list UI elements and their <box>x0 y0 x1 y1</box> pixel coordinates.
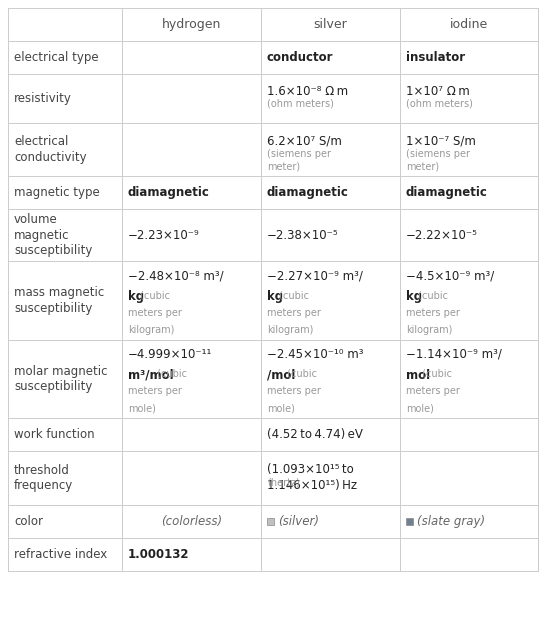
Text: kg: kg <box>128 290 144 303</box>
Text: meters per: meters per <box>267 386 321 396</box>
Text: conductor: conductor <box>267 51 333 64</box>
Text: (silver): (silver) <box>278 514 319 528</box>
Text: kilogram): kilogram) <box>406 325 452 335</box>
Text: (siemens per
meter): (siemens per meter) <box>406 149 470 172</box>
Text: refractive index: refractive index <box>14 548 107 561</box>
Text: 1×10⁻⁷ S/m: 1×10⁻⁷ S/m <box>406 134 476 147</box>
Text: (ohm meters): (ohm meters) <box>406 98 472 109</box>
Text: diamagnetic: diamagnetic <box>128 186 210 199</box>
Text: (cubic: (cubic <box>284 368 317 379</box>
Text: hydrogen: hydrogen <box>162 18 221 31</box>
Text: (1.093×10¹⁵ to
1.146×10¹⁵) Hz: (1.093×10¹⁵ to 1.146×10¹⁵) Hz <box>267 463 357 492</box>
Text: meters per: meters per <box>406 386 460 396</box>
Text: −1.14×10⁻⁹ m³/: −1.14×10⁻⁹ m³/ <box>406 347 502 361</box>
Text: 1×10⁷ Ω m: 1×10⁷ Ω m <box>406 85 470 98</box>
Text: (hertz): (hertz) <box>267 478 300 488</box>
Text: kg: kg <box>267 290 283 303</box>
Bar <box>267 518 274 525</box>
Text: 1.000132: 1.000132 <box>128 548 189 561</box>
Text: 6.2×10⁷ S/m: 6.2×10⁷ S/m <box>267 134 342 147</box>
Text: insulator: insulator <box>406 51 465 64</box>
Text: magnetic type: magnetic type <box>14 186 100 199</box>
Text: mole): mole) <box>128 403 156 413</box>
Text: resistivity: resistivity <box>14 92 72 105</box>
Text: electrical type: electrical type <box>14 51 99 64</box>
Bar <box>406 518 413 525</box>
Text: −2.27×10⁻⁹ m³/: −2.27×10⁻⁹ m³/ <box>267 269 363 282</box>
Text: mole): mole) <box>406 403 434 413</box>
Text: molar magnetic
susceptibility: molar magnetic susceptibility <box>14 365 108 393</box>
Text: /mol: /mol <box>267 368 295 382</box>
Text: work function: work function <box>14 428 94 441</box>
Text: meters per: meters per <box>406 307 460 318</box>
Text: meters per: meters per <box>267 307 321 318</box>
Text: silver: silver <box>313 18 347 31</box>
Text: (cubic: (cubic <box>414 290 448 300</box>
Text: −4.5×10⁻⁹ m³/: −4.5×10⁻⁹ m³/ <box>406 269 494 282</box>
Text: kilogram): kilogram) <box>128 325 174 335</box>
Text: diamagnetic: diamagnetic <box>406 186 488 199</box>
Text: electrical
conductivity: electrical conductivity <box>14 135 87 163</box>
Text: mole): mole) <box>267 403 295 413</box>
Text: (cubic: (cubic <box>137 290 170 300</box>
Text: (colorless): (colorless) <box>161 514 222 528</box>
Text: (cubic: (cubic <box>276 290 308 300</box>
Text: (siemens per
meter): (siemens per meter) <box>267 149 331 172</box>
Text: −2.45×10⁻¹⁰ m³: −2.45×10⁻¹⁰ m³ <box>267 347 363 361</box>
Text: −2.22×10⁻⁵: −2.22×10⁻⁵ <box>406 229 478 242</box>
Text: (slate gray): (slate gray) <box>417 514 485 528</box>
Text: threshold
frequency: threshold frequency <box>14 464 73 492</box>
Text: 1.6×10⁻⁸ Ω m: 1.6×10⁻⁸ Ω m <box>267 85 348 98</box>
Text: (cubic: (cubic <box>155 368 187 379</box>
Text: kg: kg <box>406 290 422 303</box>
Text: color: color <box>14 514 43 528</box>
Text: kilogram): kilogram) <box>267 325 313 335</box>
Text: (ohm meters): (ohm meters) <box>267 98 334 109</box>
Text: iodine: iodine <box>450 18 488 31</box>
Text: −2.48×10⁻⁸ m³/: −2.48×10⁻⁸ m³/ <box>128 269 223 282</box>
Text: mol: mol <box>406 368 430 382</box>
Text: diamagnetic: diamagnetic <box>267 186 349 199</box>
Text: m³/mol: m³/mol <box>128 368 174 382</box>
Text: meters per: meters per <box>128 386 182 396</box>
Text: mass magnetic
susceptibility: mass magnetic susceptibility <box>14 286 104 314</box>
Text: (cubic: (cubic <box>419 368 452 379</box>
Text: volume
magnetic
susceptibility: volume magnetic susceptibility <box>14 213 92 257</box>
Text: (4.52 to 4.74) eV: (4.52 to 4.74) eV <box>267 428 363 441</box>
Text: −2.23×10⁻⁹: −2.23×10⁻⁹ <box>128 229 200 242</box>
Text: meters per: meters per <box>128 307 182 318</box>
Text: −2.38×10⁻⁵: −2.38×10⁻⁵ <box>267 229 339 242</box>
Text: −4.999×10⁻¹¹: −4.999×10⁻¹¹ <box>128 347 212 361</box>
